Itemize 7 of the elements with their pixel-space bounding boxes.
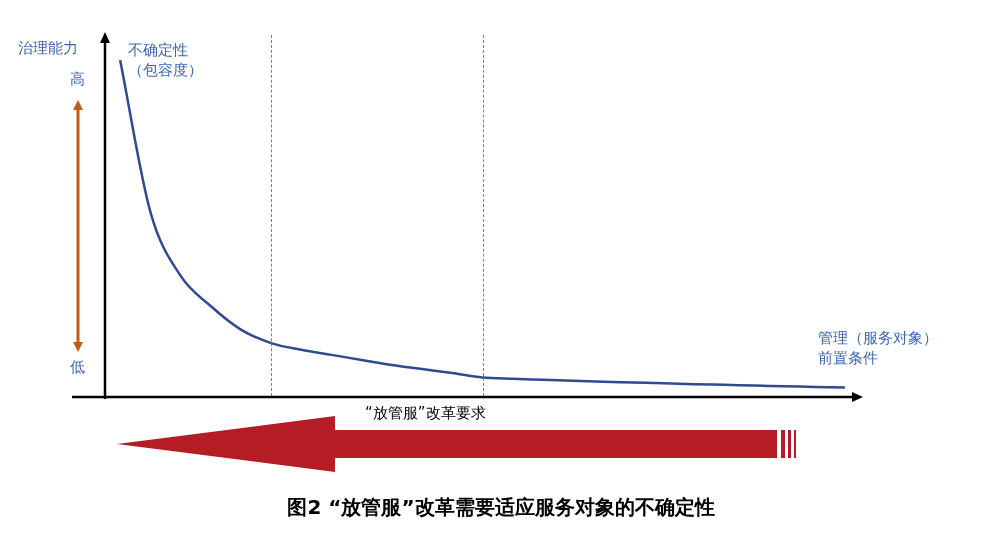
text: 低 xyxy=(70,357,85,377)
annotation: 不确定性（包容度） xyxy=(128,40,203,80)
annotation: 管理（服务对象）前置条件 xyxy=(818,328,939,368)
y-axis-title: 治理能力 xyxy=(18,38,78,58)
x-axis-title: “放管服”改革要求 xyxy=(365,403,486,423)
text: 高 xyxy=(70,69,85,89)
text: 图2 “放管服”改革需要适应服务对象的不确定性 xyxy=(286,494,716,520)
